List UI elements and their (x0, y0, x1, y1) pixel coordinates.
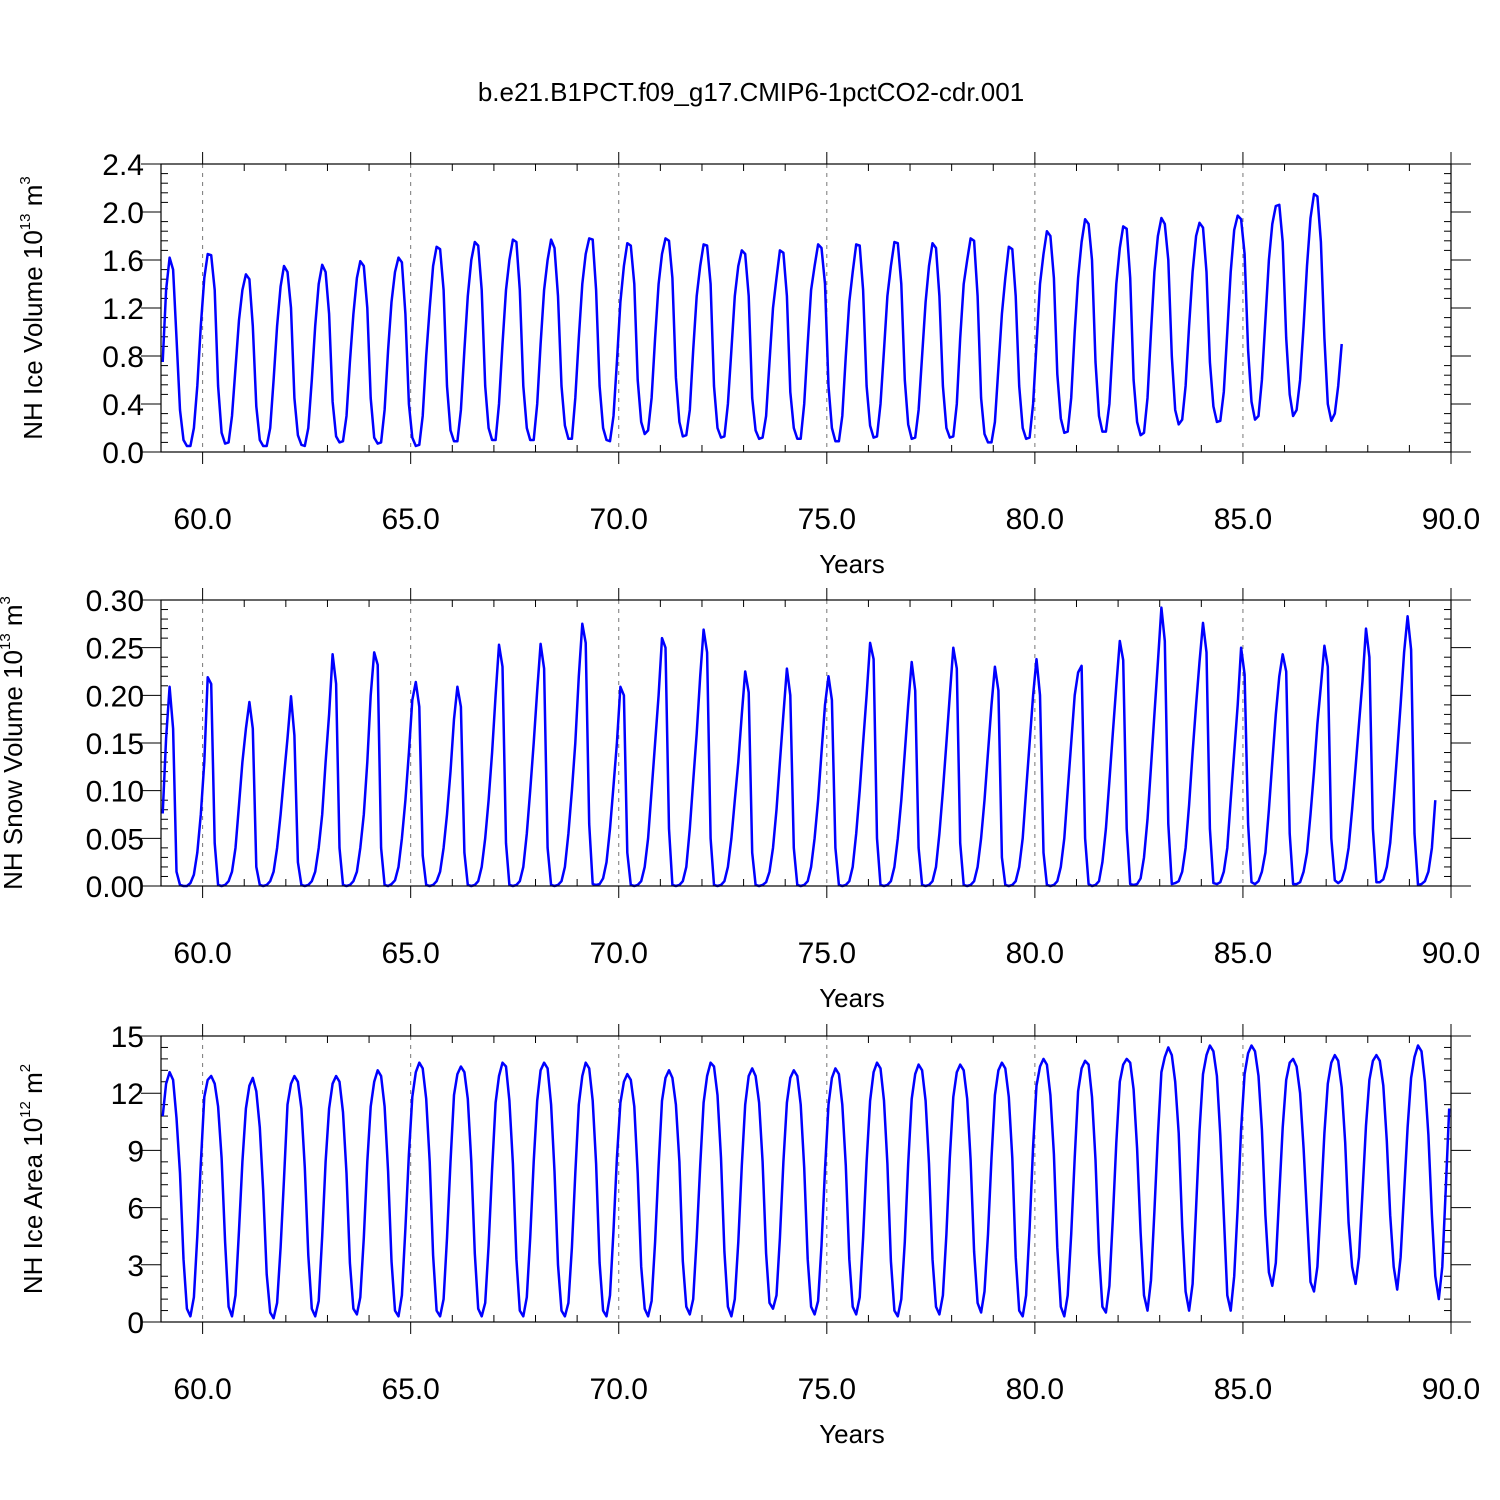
plot-frame (160, 163, 1452, 453)
x-tick-label: 90.0 (1422, 503, 1480, 536)
panel-ice-volume-plot: 60.0 65.0 70.0 75.0 80.0 85.0 90.0 0.0 0.4 0.8 1.2… (102, 149, 1480, 536)
y-tick-label: 0.30 (86, 585, 144, 618)
x-tick-label: 75.0 (798, 503, 856, 536)
x-tick-label: 85.0 (1214, 1373, 1272, 1406)
y-tick-label: 0.00 (86, 871, 144, 904)
y-tick-label: 2.0 (102, 197, 144, 230)
y-tick-label: 15 (111, 1021, 144, 1054)
x-tick-label: 90.0 (1422, 937, 1480, 970)
x-tick-label: 70.0 (590, 1373, 648, 1406)
y-tick-label: 0.0 (102, 437, 144, 470)
panel-snow-volume-plot: 60.0 65.0 70.0 75.0 80.0 85.0 90.0 0.00 0.05 0.10… (86, 585, 1481, 970)
x-tick-label: 65.0 (381, 1373, 439, 1406)
x-tick-label: 70.0 (590, 503, 648, 536)
y-tick-label: 0.25 (86, 633, 144, 666)
y-tick-label: 6 (127, 1193, 144, 1226)
plot-frame (160, 599, 1452, 887)
x-tick-label: 80.0 (1006, 1373, 1064, 1406)
x-tick-label: 75.0 (798, 1373, 856, 1406)
x-tick-label: 60.0 (173, 1373, 231, 1406)
panel-snow-volume: 60.0 65.0 70.0 75.0 80.0 85.0 90.0 0.00 0.05 0.10… (0, 585, 1480, 1013)
chart-title: b.e21.B1PCT.f09_g17.CMIP6-1pctCO2-cdr.00… (478, 77, 1024, 107)
y-tick-label: 0.20 (86, 680, 144, 713)
x-tick-label: 65.0 (381, 503, 439, 536)
y-tick-label: 0.05 (86, 823, 144, 856)
panel-ice-area: 60.0 65.0 70.0 75.0 80.0 85.0 90.0 0 3 6 9 12 15 Yea… (17, 1021, 1480, 1449)
panel-ice-area-xlabel: Years (819, 1419, 885, 1449)
panel-ice-volume-xlabel: Years (819, 549, 885, 579)
y-tick-label: 2.4 (102, 149, 144, 182)
y-tick-label: 0 (127, 1307, 144, 1340)
series-line (161, 192, 1343, 448)
x-tick-label: 70.0 (590, 937, 648, 970)
plot-frame (160, 1035, 1452, 1323)
series-line (161, 1044, 1451, 1320)
x-tick-label: 85.0 (1214, 503, 1272, 536)
y-tick-label: 3 (127, 1250, 144, 1283)
x-tick-label: 80.0 (1006, 503, 1064, 536)
panel-ice-volume-ylabel: NH Ice Volume 1013 m3 (17, 176, 48, 439)
series-line (161, 606, 1437, 888)
y-tick-label: 9 (127, 1135, 144, 1168)
y-tick-label: 1.2 (102, 293, 144, 326)
panel-snow-volume-ylabel: NH Snow Volume 1013 m3 (0, 596, 28, 890)
y-tick-label: 12 (111, 1078, 144, 1111)
panel-ice-volume: 60.0 65.0 70.0 75.0 80.0 85.0 90.0 0.0 0.4 0.8 1.2… (17, 149, 1480, 579)
x-tick-label: 60.0 (173, 937, 231, 970)
panel-ice-area-plot: 60.0 65.0 70.0 75.0 80.0 85.0 90.0 0 3 6 9 12 15 (111, 1021, 1481, 1406)
x-tick-label: 85.0 (1214, 937, 1272, 970)
y-tick-label: 0.10 (86, 776, 144, 809)
x-tick-label: 75.0 (798, 937, 856, 970)
y-tick-label: 1.6 (102, 245, 144, 278)
y-tick-label: 0.4 (102, 389, 144, 422)
x-tick-label: 90.0 (1422, 1373, 1480, 1406)
x-tick-label: 60.0 (173, 503, 231, 536)
y-tick-label: 0.15 (86, 728, 144, 761)
y-tick-label: 0.8 (102, 341, 144, 374)
panel-snow-volume-xlabel: Years (819, 983, 885, 1013)
x-tick-label: 80.0 (1006, 937, 1064, 970)
panel-ice-area-ylabel: NH Ice Area 1012 m2 (17, 1064, 48, 1294)
x-tick-label: 65.0 (381, 937, 439, 970)
